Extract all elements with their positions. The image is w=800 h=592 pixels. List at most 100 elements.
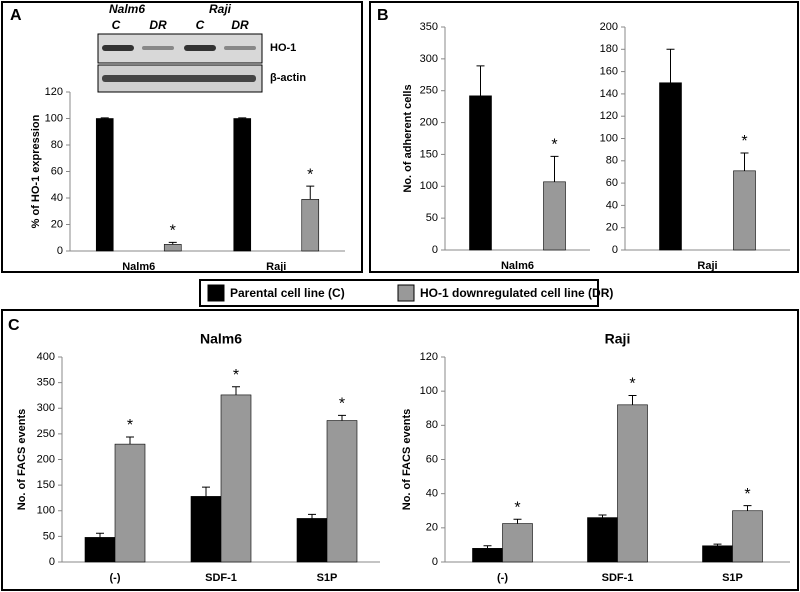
legend-swatch bbox=[207, 284, 225, 302]
bar bbox=[472, 548, 503, 563]
y-tick-label: 80 bbox=[51, 139, 63, 151]
bar bbox=[114, 443, 146, 563]
bar bbox=[220, 394, 252, 563]
error-bar bbox=[550, 155, 559, 182]
y-tick-label: 250 bbox=[420, 85, 438, 97]
error-bar bbox=[100, 117, 109, 119]
error-bar bbox=[96, 532, 104, 538]
blot-lane: DR bbox=[231, 18, 249, 32]
error-bar bbox=[338, 414, 346, 421]
error-bar bbox=[666, 48, 675, 83]
x-tick-label: Raji bbox=[266, 261, 286, 273]
x-tick-label: S1P bbox=[317, 572, 338, 584]
error-bar bbox=[743, 505, 752, 511]
bar bbox=[733, 170, 756, 251]
panel-letter: A bbox=[10, 7, 22, 24]
bar bbox=[502, 523, 533, 563]
significance-mark: * bbox=[629, 376, 635, 393]
panel-c-frame bbox=[1, 309, 799, 591]
y-tick-label: 60 bbox=[51, 165, 63, 177]
error-bar bbox=[513, 518, 522, 524]
error-bar bbox=[232, 386, 240, 395]
chart-title: Nalm6 bbox=[200, 331, 242, 347]
significance-mark: * bbox=[741, 133, 747, 150]
y-tick-label: 100 bbox=[45, 112, 63, 124]
blot-bands bbox=[102, 45, 256, 82]
blot-band-label: HO-1 bbox=[270, 42, 296, 54]
x-tick-label: Raji bbox=[697, 260, 717, 272]
error-bar bbox=[713, 543, 722, 546]
blot-lane: C bbox=[112, 18, 121, 32]
legend-frame bbox=[199, 279, 599, 307]
x-tick-label: (-) bbox=[497, 572, 508, 584]
panel-a-frame bbox=[1, 1, 363, 273]
y-tick-label: 80 bbox=[426, 419, 438, 431]
bar bbox=[163, 244, 182, 252]
y-axis-label: No. of FACS events bbox=[16, 409, 28, 510]
y-tick-label: 250 bbox=[37, 428, 55, 440]
y-tick-label: 200 bbox=[600, 21, 618, 33]
y-tick-label: 120 bbox=[45, 86, 63, 98]
blot-lane: DR bbox=[149, 18, 167, 32]
error-bar bbox=[168, 241, 177, 245]
significance-mark: * bbox=[744, 486, 750, 503]
significance-mark: * bbox=[233, 367, 239, 384]
bar bbox=[190, 496, 222, 563]
bar bbox=[296, 518, 328, 563]
blot-band-label: β-actin bbox=[270, 72, 306, 84]
y-tick-label: 350 bbox=[420, 21, 438, 33]
error-bar bbox=[306, 185, 315, 200]
legend-label: Parental cell line (C) bbox=[230, 286, 345, 300]
y-tick-label: 0 bbox=[432, 556, 438, 568]
significance-mark: * bbox=[307, 166, 313, 183]
y-tick-label: 40 bbox=[51, 192, 63, 204]
bar bbox=[95, 118, 114, 252]
y-tick-label: 100 bbox=[600, 132, 618, 144]
y-tick-label: 200 bbox=[420, 116, 438, 128]
y-tick-label: 20 bbox=[51, 218, 63, 230]
error-bar bbox=[202, 486, 210, 497]
significance-mark: * bbox=[339, 396, 345, 413]
bar bbox=[587, 517, 618, 563]
y-tick-label: 20 bbox=[606, 222, 618, 234]
bar bbox=[732, 510, 763, 563]
bar bbox=[326, 420, 358, 563]
y-tick-label: 60 bbox=[606, 177, 618, 189]
y-tick-label: 150 bbox=[37, 479, 55, 491]
y-tick-label: 140 bbox=[600, 88, 618, 100]
x-tick-label: Nalm6 bbox=[122, 261, 155, 273]
error-bar bbox=[238, 117, 247, 119]
significance-mark: * bbox=[514, 500, 520, 517]
legend: Parental cell line (C) HO-1 downregulate… bbox=[199, 279, 613, 307]
y-tick-label: 60 bbox=[426, 453, 438, 465]
error-bar bbox=[483, 545, 492, 549]
panel-letter: C bbox=[8, 317, 20, 334]
y-tick-label: 0 bbox=[57, 245, 63, 257]
bar bbox=[84, 537, 116, 563]
y-tick-label: 120 bbox=[600, 110, 618, 122]
y-tick-label: 200 bbox=[37, 453, 55, 465]
x-tick-label: SDF-1 bbox=[602, 572, 634, 584]
y-axis-label: No. of adherent cells bbox=[402, 84, 414, 192]
bar bbox=[617, 404, 648, 563]
error-bar bbox=[740, 152, 749, 171]
y-tick-label: 400 bbox=[37, 351, 55, 363]
y-tick-label: 100 bbox=[420, 385, 438, 397]
legend-swatch bbox=[397, 284, 415, 302]
y-tick-label: 80 bbox=[606, 155, 618, 167]
bar bbox=[301, 199, 320, 252]
y-tick-label: 40 bbox=[606, 199, 618, 211]
y-tick-label: 120 bbox=[420, 351, 438, 363]
legend-label: HO-1 downregulated cell line (DR) bbox=[420, 286, 613, 300]
y-tick-label: 50 bbox=[426, 212, 438, 224]
bar bbox=[543, 181, 566, 251]
significance-mark: * bbox=[170, 223, 176, 240]
x-tick-label: S1P bbox=[722, 572, 743, 584]
error-bar bbox=[308, 513, 316, 519]
bar bbox=[659, 82, 682, 251]
bar bbox=[233, 118, 252, 252]
blot-group: Nalm6 bbox=[109, 2, 145, 16]
y-tick-label: 20 bbox=[426, 522, 438, 534]
y-tick-label: 180 bbox=[600, 43, 618, 55]
